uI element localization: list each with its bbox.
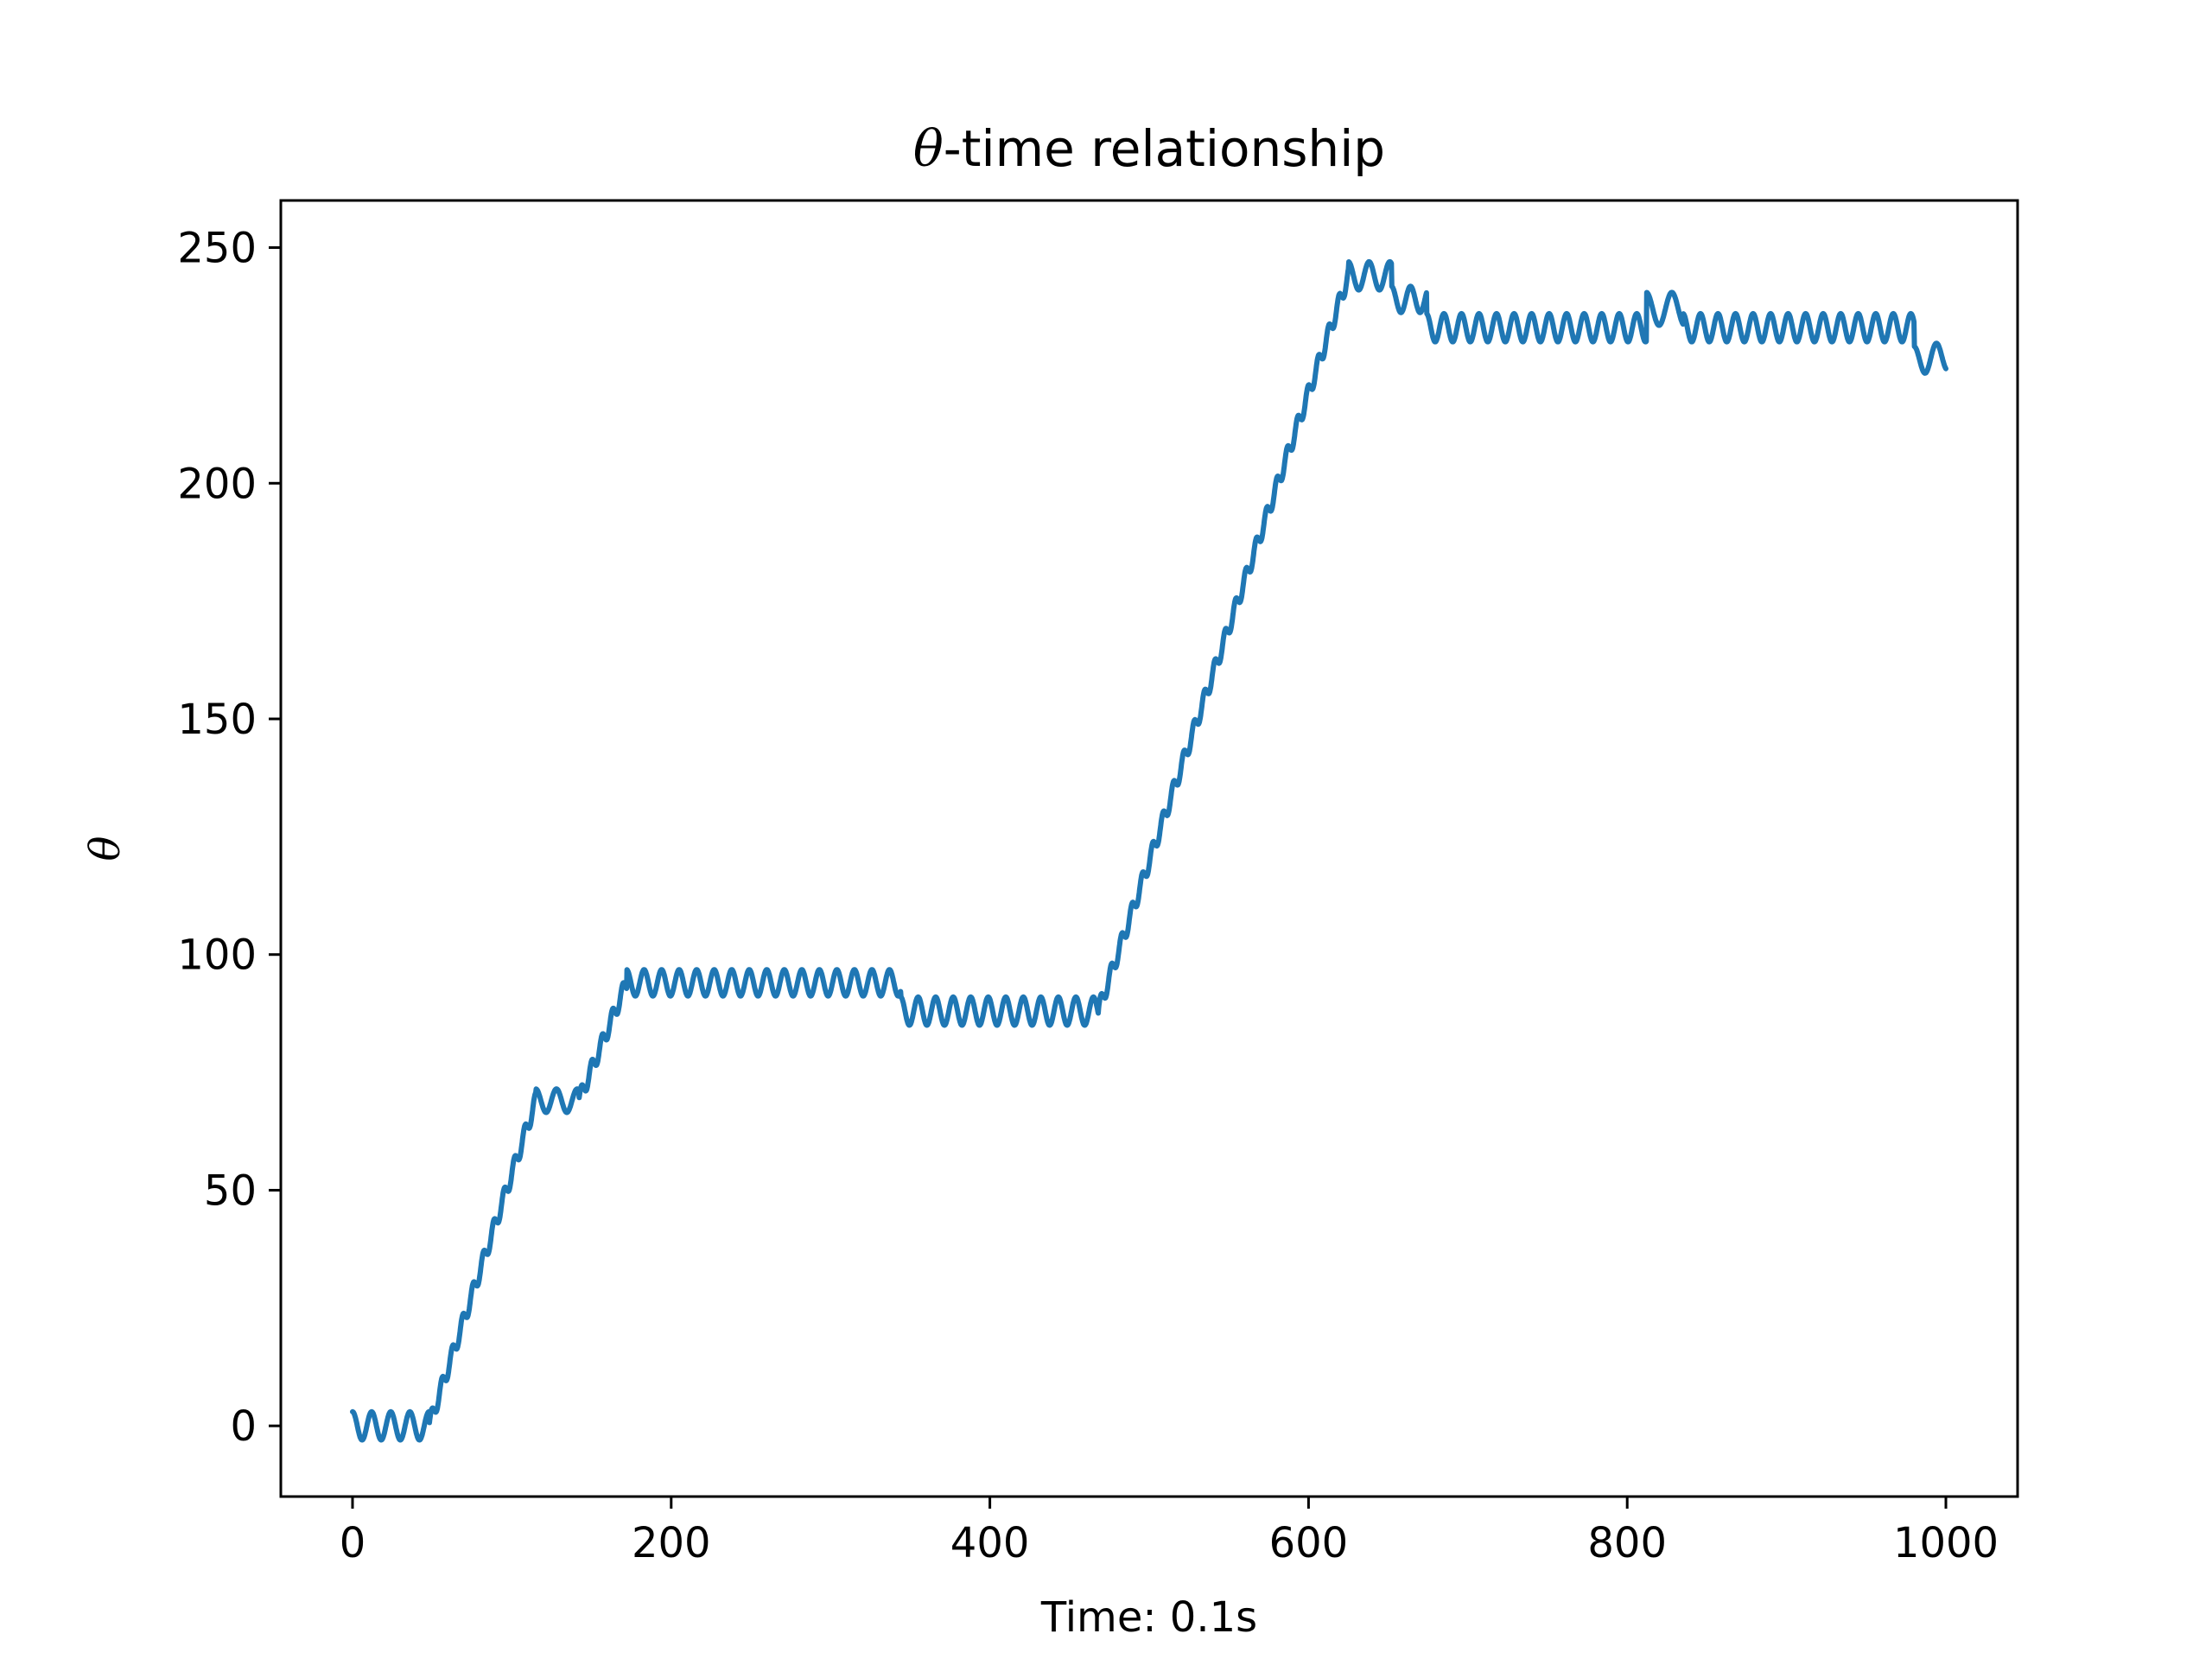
x-tick-label: 600 [1269,1519,1349,1567]
chart-title: θ-time relationship [913,119,1385,178]
y-tick-label: 150 [177,696,257,744]
y-tick-label: 0 [230,1402,257,1451]
x-tick-label: 800 [1587,1519,1667,1567]
chart-title-symbol: θ [913,119,944,178]
x-tick-label: 1000 [1893,1519,1999,1567]
y-tick-label: 50 [204,1166,257,1215]
x-tick-label: 0 [340,1519,366,1567]
y-tick-label: 250 [177,225,257,273]
plot-area [350,258,1948,1443]
x-tick-label: 200 [632,1519,711,1567]
axis-ticks: 0 200 400 600 800 1000 0 50 100 150 200 250 [177,225,1999,1567]
chart-title-text: -time relationship [944,119,1385,178]
x-axis-label: Time: 0.1s [1040,1593,1257,1642]
y-tick-label: 100 [177,931,257,980]
x-tick-label: 400 [950,1519,1030,1567]
plot-frame [279,199,2019,1498]
series-line [350,258,1948,1443]
y-axis-label: θ [81,836,130,861]
y-tick-label: 200 [177,460,257,508]
